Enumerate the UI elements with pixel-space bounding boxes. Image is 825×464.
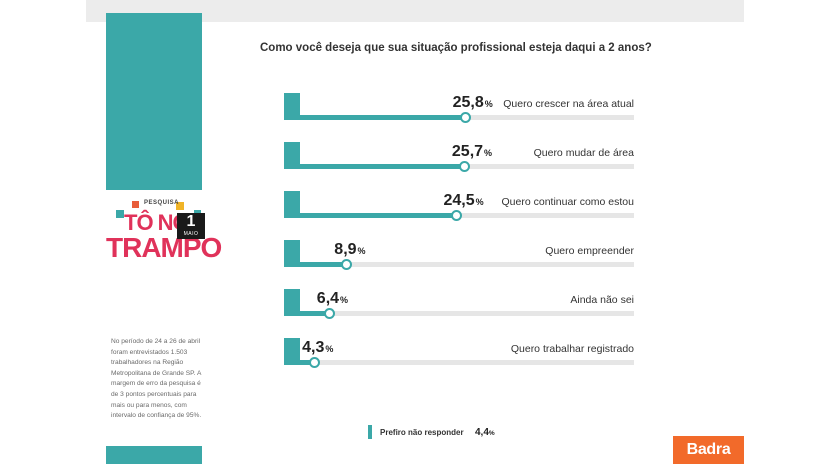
bar-end-dot — [450, 210, 462, 221]
data-label: 4,3% — [302, 339, 333, 357]
data-label: 25,8% — [453, 94, 493, 112]
bar — [284, 115, 465, 120]
data-label-unit: % — [325, 344, 334, 354]
logo-square-orange — [132, 201, 139, 208]
data-label-number: 4,3 — [302, 339, 325, 356]
top-strip — [86, 0, 744, 22]
logo-pesquisa: PESQUISA — [144, 200, 180, 206]
data-label: 6,4% — [317, 290, 348, 308]
bar-end-dot — [459, 112, 471, 123]
bar-marker — [284, 338, 300, 362]
bar-end-dot — [309, 357, 321, 368]
data-label: 25,7% — [452, 143, 492, 161]
bar — [284, 360, 315, 365]
to-no-trampo-logo: PESQUISA TÔ NO TRAMPO 1 MAIO — [104, 200, 222, 278]
legend-value-unit: % — [488, 430, 495, 437]
bar-end-dot — [341, 259, 353, 270]
badra-logo: Badra — [673, 436, 744, 464]
methodology-note: No período de 24 a 26 de abril foram ent… — [111, 338, 202, 420]
category-label: Quero trabalhar registrado — [510, 343, 634, 355]
bar — [284, 311, 329, 316]
data-label-number: 24,5 — [443, 192, 475, 209]
legend-value: 4,4% — [475, 427, 495, 438]
bar-end-dot — [458, 161, 470, 172]
bar-marker — [284, 93, 300, 117]
data-label: 24,5% — [444, 192, 484, 210]
bar — [284, 213, 456, 218]
logo-square-teal — [116, 210, 124, 218]
teal-header-block — [106, 13, 202, 190]
data-label-number: 6,4 — [316, 290, 340, 307]
bar-track — [284, 360, 634, 365]
category-label: Ainda não sei — [570, 294, 634, 306]
data-label-unit: % — [340, 295, 349, 305]
teal-footer-block — [106, 446, 202, 464]
category-label: Quero mudar de área — [533, 147, 634, 159]
data-label-number: 25,7 — [451, 143, 484, 160]
legend-value-number: 4,4 — [475, 427, 489, 438]
logo-to-no: TÔ NO — [124, 210, 190, 235]
logo-date-badge: 1 MAIO — [177, 213, 205, 239]
bar-track — [284, 311, 634, 316]
chart-title: Como você deseja que sua situação profis… — [260, 42, 652, 54]
data-label-number: 25,8 — [452, 94, 484, 111]
bar — [284, 262, 347, 267]
bar — [284, 164, 464, 169]
data-label: 8,9% — [334, 241, 365, 259]
category-label: Quero empreender — [545, 245, 634, 257]
logo-square-yellow — [176, 202, 184, 210]
category-label: Quero continuar como estou — [501, 196, 635, 208]
bar-end-dot — [323, 308, 335, 319]
logo-date-day: 1 — [186, 213, 196, 230]
data-label-number: 8,9 — [334, 241, 357, 258]
bar-marker — [284, 191, 300, 215]
category-label: Quero crescer na área atual — [503, 98, 634, 110]
bar-marker — [284, 289, 300, 313]
bar-marker — [284, 142, 300, 166]
bar-track — [284, 262, 634, 267]
legend-label: Prefiro não responder — [380, 428, 464, 437]
bar-marker — [284, 240, 300, 264]
logo-date-month: MAIO — [183, 231, 199, 237]
data-label-unit: % — [484, 148, 493, 158]
data-label-unit: % — [484, 99, 493, 109]
data-label-unit: % — [357, 246, 366, 256]
legend-marker — [368, 425, 372, 439]
data-label-unit: % — [475, 197, 484, 207]
